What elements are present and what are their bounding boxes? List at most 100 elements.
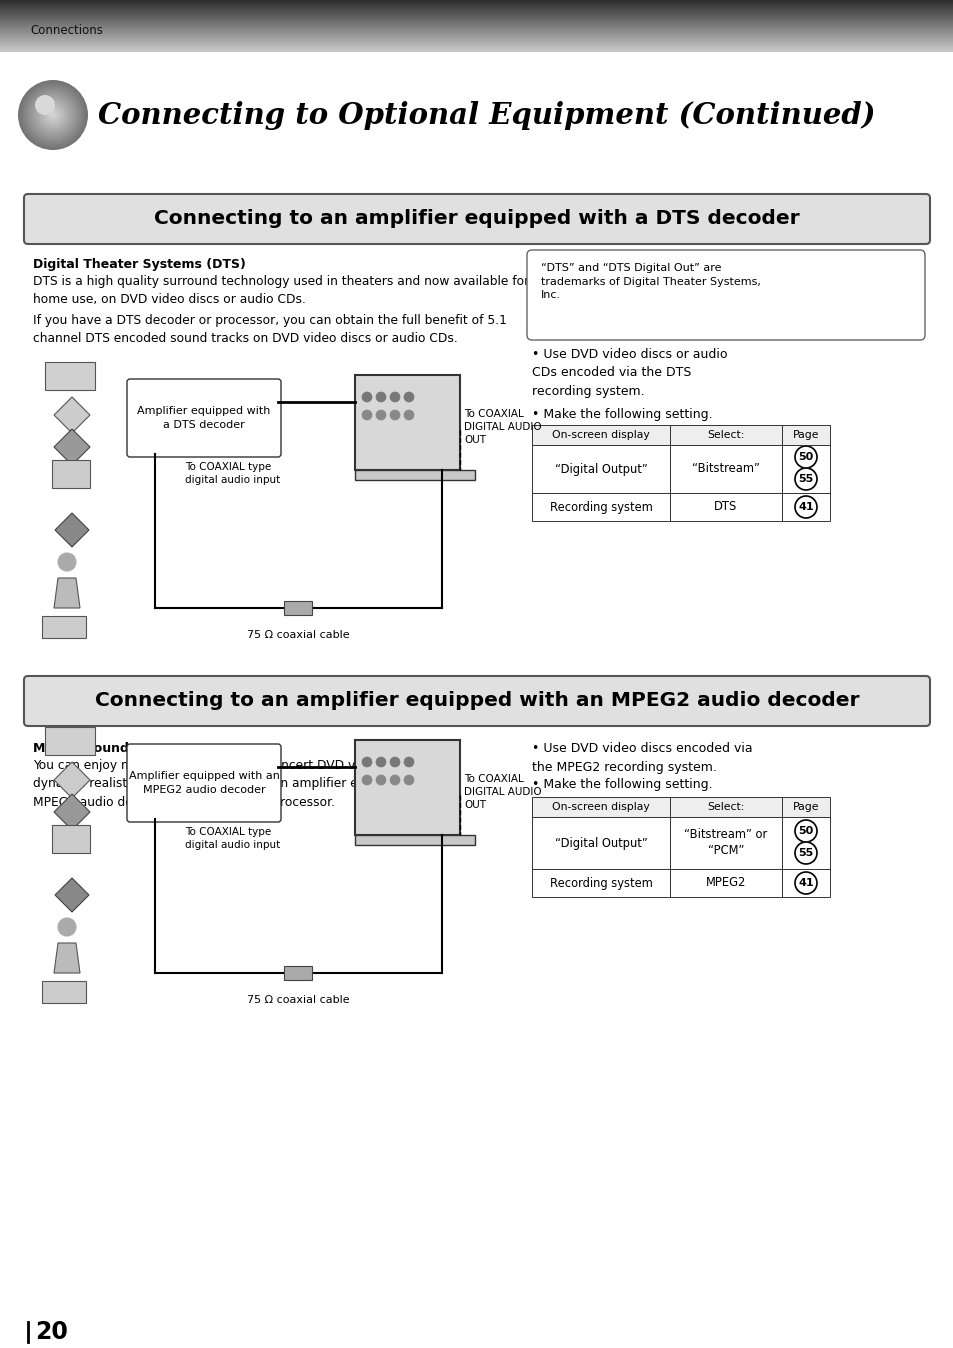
Circle shape [33, 94, 73, 135]
Circle shape [20, 82, 86, 148]
Text: • Make the following setting.: • Make the following setting. [532, 778, 712, 791]
Text: DTS is a high quality surround technology used in theaters and now available for: DTS is a high quality surround technolog… [33, 275, 529, 306]
Text: “Digital Output”: “Digital Output” [554, 837, 647, 849]
Bar [781, 869, 829, 896]
Text: “Digital Output”: “Digital Output” [554, 462, 647, 476]
Text: 75 Ω coaxial cable: 75 Ω coaxial cable [247, 630, 350, 640]
Polygon shape [54, 762, 90, 798]
Circle shape [375, 410, 386, 421]
Circle shape [24, 86, 82, 144]
Polygon shape [54, 944, 80, 973]
Text: On-screen display: On-screen display [552, 430, 649, 439]
Text: Connections: Connections [30, 23, 103, 36]
Circle shape [361, 758, 372, 767]
Circle shape [48, 111, 58, 120]
Text: DTS: DTS [714, 500, 737, 514]
Bar [781, 797, 829, 817]
Text: Recording system: Recording system [549, 500, 652, 514]
Circle shape [375, 758, 386, 767]
Circle shape [58, 553, 76, 572]
Bar [669, 493, 781, 520]
Text: To COAXIAL
DIGITAL AUDIO
OUT: To COAXIAL DIGITAL AUDIO OUT [463, 774, 541, 810]
Bar [355, 375, 459, 470]
Bar [781, 425, 829, 445]
Circle shape [403, 775, 414, 785]
Text: Page: Page [792, 430, 819, 439]
Circle shape [794, 468, 816, 491]
Circle shape [47, 109, 59, 121]
Text: • Make the following setting.: • Make the following setting. [532, 408, 712, 421]
Bar [355, 740, 459, 834]
Bar [669, 425, 781, 445]
Text: On-screen display: On-screen display [552, 802, 649, 811]
Circle shape [39, 101, 67, 129]
Text: Connecting to an amplifier equipped with a DTS decoder: Connecting to an amplifier equipped with… [154, 209, 799, 229]
Circle shape [794, 872, 816, 894]
Text: Select:: Select: [706, 430, 744, 439]
Text: 41: 41 [798, 878, 813, 888]
Bar [669, 817, 781, 869]
Circle shape [794, 820, 816, 842]
Circle shape [375, 775, 386, 785]
Circle shape [21, 84, 85, 147]
Bar [284, 967, 313, 980]
Circle shape [403, 392, 414, 402]
Polygon shape [54, 578, 80, 608]
Polygon shape [54, 398, 90, 433]
Circle shape [52, 115, 54, 116]
Bar [355, 470, 475, 480]
Text: Select:: Select: [706, 802, 744, 811]
Circle shape [361, 410, 372, 421]
FancyBboxPatch shape [127, 379, 281, 457]
Text: Page: Page [792, 802, 819, 811]
Circle shape [37, 98, 69, 131]
Circle shape [375, 392, 386, 402]
Bar [42, 616, 86, 638]
Circle shape [50, 112, 56, 119]
Circle shape [794, 842, 816, 864]
Bar [532, 493, 669, 520]
Circle shape [49, 111, 57, 119]
Text: You can enjoy motion picture and live concert DVD video discs with
dynamic reali: You can enjoy motion picture and live co… [33, 759, 456, 809]
Text: Amplifier equipped with an
MPEG2 audio decoder: Amplifier equipped with an MPEG2 audio d… [129, 771, 279, 794]
Circle shape [30, 93, 75, 137]
Text: 55: 55 [798, 474, 813, 484]
Circle shape [390, 410, 399, 421]
FancyBboxPatch shape [24, 194, 929, 244]
Bar [532, 425, 669, 445]
Circle shape [51, 113, 55, 117]
Circle shape [23, 85, 83, 146]
Text: “Bitstream” or
“PCM”: “Bitstream” or “PCM” [683, 829, 767, 857]
Text: 55: 55 [798, 848, 813, 857]
Circle shape [42, 104, 64, 125]
Text: “DTS” and “DTS Digital Out” are
trademarks of Digital Theater Systems,
Inc.: “DTS” and “DTS Digital Out” are trademar… [540, 263, 760, 301]
Circle shape [403, 758, 414, 767]
Circle shape [30, 92, 76, 137]
Text: Connecting to Optional Equipment (Continued): Connecting to Optional Equipment (Contin… [98, 101, 875, 129]
Bar [669, 445, 781, 493]
Circle shape [46, 108, 60, 123]
Bar [45, 363, 95, 390]
Text: 50: 50 [798, 452, 813, 462]
Circle shape [35, 94, 55, 115]
Circle shape [38, 100, 68, 129]
Circle shape [32, 94, 74, 136]
Bar [532, 817, 669, 869]
Bar [355, 834, 475, 845]
Circle shape [361, 775, 372, 785]
Circle shape [390, 758, 399, 767]
Text: Connecting to an amplifier equipped with an MPEG2 audio decoder: Connecting to an amplifier equipped with… [94, 692, 859, 710]
Bar [532, 445, 669, 493]
Circle shape [44, 106, 62, 124]
Circle shape [45, 106, 61, 123]
FancyBboxPatch shape [526, 249, 924, 340]
Circle shape [26, 88, 80, 142]
Circle shape [794, 496, 816, 518]
Bar [669, 797, 781, 817]
Circle shape [40, 102, 66, 128]
Text: 50: 50 [798, 826, 813, 836]
Circle shape [58, 918, 76, 936]
Text: 41: 41 [798, 501, 813, 512]
Circle shape [35, 97, 71, 133]
Circle shape [25, 88, 81, 143]
